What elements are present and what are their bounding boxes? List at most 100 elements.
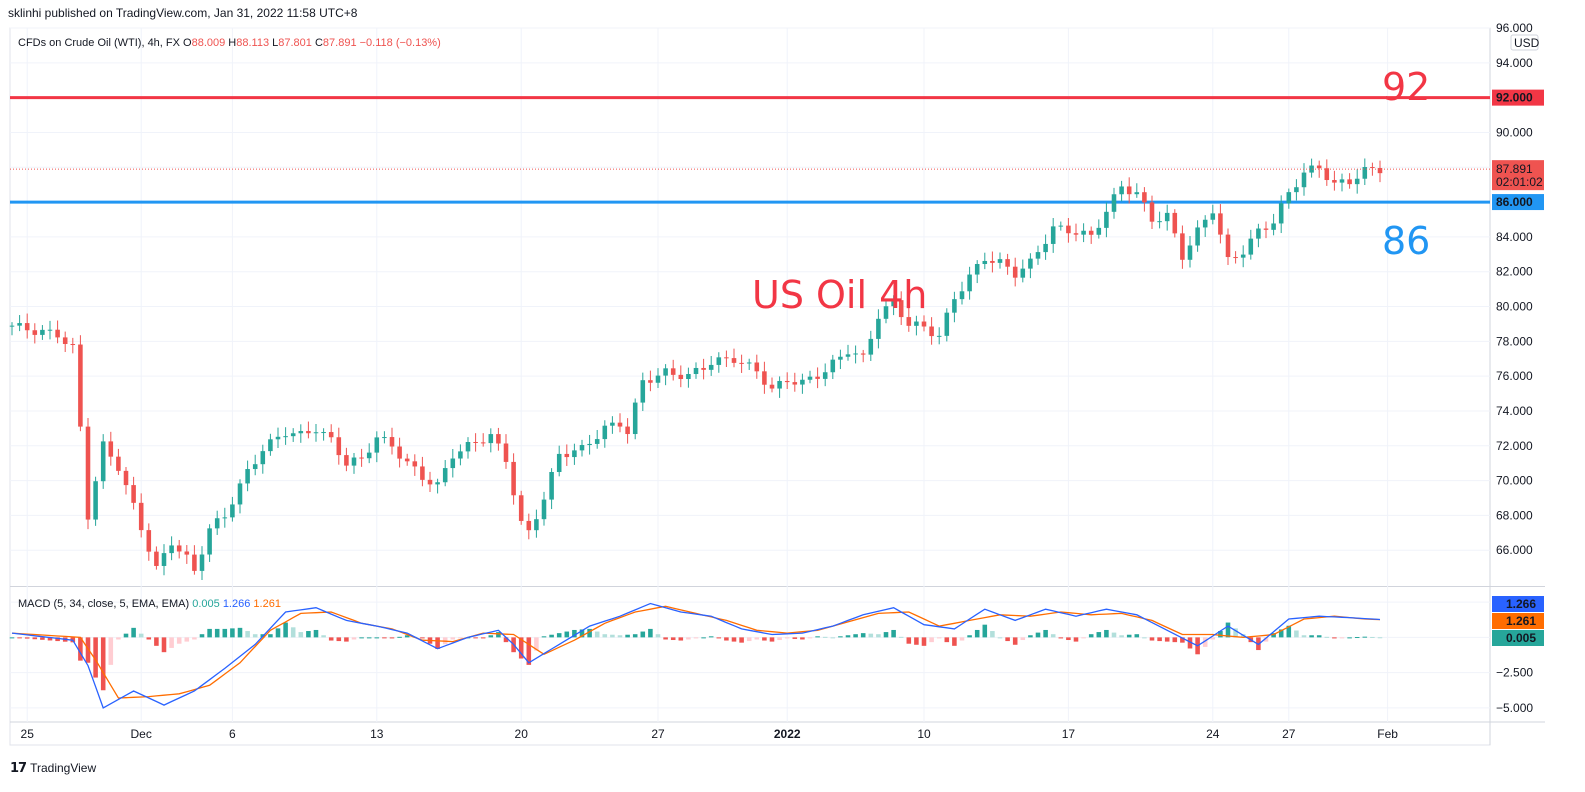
candle-body xyxy=(488,434,494,444)
macd-histogram-bar xyxy=(473,637,478,639)
candle-body xyxy=(245,469,250,484)
candle-body xyxy=(214,518,220,529)
macd-histogram-bar xyxy=(192,637,197,640)
macd-histogram-bar xyxy=(108,637,114,665)
brand-label: TradingView xyxy=(30,761,97,775)
candle-body xyxy=(1066,225,1071,234)
candle-body xyxy=(1134,192,1140,195)
candle-body xyxy=(906,317,912,326)
candle-body xyxy=(1119,186,1124,195)
macd-histogram-bar xyxy=(1066,637,1071,641)
macd-histogram-bar xyxy=(716,637,722,639)
candle-body xyxy=(1126,186,1132,195)
candle-body xyxy=(290,433,296,437)
macd-histogram-bar xyxy=(655,634,661,638)
macd-histogram-bar xyxy=(1377,637,1383,639)
macd-histogram-bar xyxy=(9,637,15,639)
candle-body xyxy=(982,260,988,265)
signal-line xyxy=(11,605,1381,699)
candle-body xyxy=(344,455,349,466)
macd-histogram-bar xyxy=(275,628,281,638)
macd-histogram-bar xyxy=(997,637,1003,639)
candle-body xyxy=(412,461,418,467)
candle-body xyxy=(1218,213,1223,235)
macd-histogram-bar xyxy=(708,636,714,638)
macd-histogram-bar xyxy=(579,629,585,638)
candle-body xyxy=(1233,257,1238,259)
macd-histogram-bar xyxy=(663,637,668,640)
candle-body xyxy=(268,439,273,452)
macd-histogram-bar xyxy=(85,637,91,663)
price-tick-label: 96.000 xyxy=(1496,21,1533,35)
candle-body xyxy=(32,330,38,335)
macd-histogram-bar xyxy=(214,628,220,638)
macd-histogram-bar xyxy=(784,637,790,639)
candle-body xyxy=(1354,178,1360,185)
macd-tick-label: −2.500 xyxy=(1496,666,1533,680)
candle-body xyxy=(587,443,592,446)
candle-body xyxy=(230,504,235,518)
macd-histogram-bar xyxy=(1187,637,1193,649)
price-tick-label: 78.000 xyxy=(1496,334,1533,348)
macd-histogram-bar xyxy=(921,637,927,646)
candle-body xyxy=(313,432,319,434)
macd-histogram-bar xyxy=(336,637,342,642)
price-tick-label: 70.000 xyxy=(1496,474,1533,488)
currency-badge[interactable] xyxy=(1510,34,1539,51)
macd-histogram-bar xyxy=(237,627,243,638)
macd-histogram-bar xyxy=(769,637,775,642)
candle-body xyxy=(78,344,83,427)
macd-histogram-bar xyxy=(1286,625,1292,638)
macd-histogram-bar xyxy=(990,631,995,638)
candle-body xyxy=(511,461,516,496)
candle-body xyxy=(192,554,197,571)
candle-body xyxy=(777,380,782,389)
macd-histogram-bar xyxy=(1157,637,1162,642)
price-tick-label: 84.000 xyxy=(1496,230,1533,244)
macd-histogram-bar xyxy=(777,637,782,641)
last-price-label: 87.891 xyxy=(1496,162,1533,176)
macd-histogram-bar xyxy=(496,632,501,638)
macd-histogram-bar xyxy=(306,631,311,638)
candle-body xyxy=(1256,228,1261,239)
macd-histogram-bar xyxy=(245,631,250,638)
macd-histogram-bar xyxy=(40,637,45,640)
candle-body xyxy=(518,495,524,521)
macd-histogram-bar xyxy=(906,637,912,644)
macd-histogram-bar xyxy=(1324,636,1330,638)
macd-histogram-bar xyxy=(746,637,752,642)
candle-body xyxy=(146,530,152,552)
macd-histogram-bar xyxy=(701,637,706,639)
time-tick-label: Dec xyxy=(131,727,152,741)
candle-body xyxy=(473,442,478,444)
macd-histogram-bar xyxy=(541,636,547,638)
macd-histogram-bar xyxy=(587,628,592,638)
macd-histogram-bar xyxy=(1370,636,1375,638)
macd-histogram-bar xyxy=(366,637,372,639)
footer-brand[interactable]: 𝟭𝟳 TradingView xyxy=(10,760,96,776)
macd-histogram-bar xyxy=(556,633,562,638)
macd-histogram-bar xyxy=(518,637,524,659)
macd-histogram-bar xyxy=(382,637,387,639)
macd-histogram-bar xyxy=(47,637,53,641)
candle-body xyxy=(359,457,364,459)
candle-body xyxy=(1020,268,1026,278)
candle-body xyxy=(404,458,410,462)
macd-tick-label: −5.000 xyxy=(1496,701,1533,715)
candle-body xyxy=(1332,180,1337,183)
time-tick-label: 27 xyxy=(1282,727,1296,741)
candle-body xyxy=(116,456,121,471)
macd-line xyxy=(11,602,1381,709)
candle-body xyxy=(1172,212,1178,234)
macd-histogram-bar xyxy=(1233,628,1238,638)
macd-histogram-bar xyxy=(549,634,554,638)
candle-body xyxy=(1210,213,1216,220)
candle-body xyxy=(944,312,950,336)
candle-body xyxy=(199,554,205,571)
candle-body xyxy=(366,452,372,459)
candle-body xyxy=(1149,202,1155,222)
candle-body xyxy=(625,426,630,435)
time-tick-label: 20 xyxy=(515,727,529,741)
macd-histogram-bar xyxy=(1362,636,1368,638)
